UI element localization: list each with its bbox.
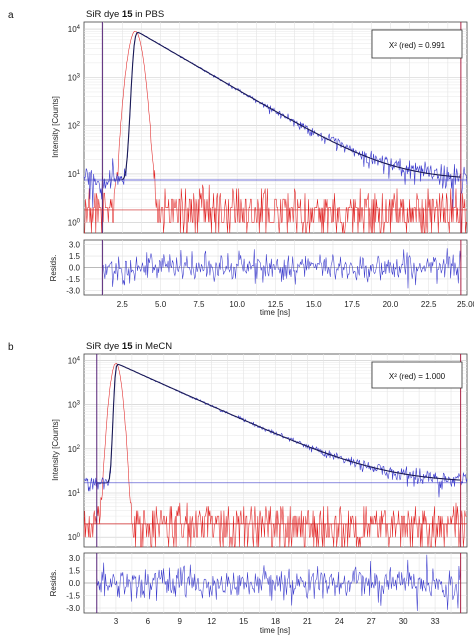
residual-y-label: Resids.	[49, 570, 58, 597]
x-tick-label: 27	[367, 617, 376, 626]
x-tick-label: 6	[146, 617, 151, 626]
x-tick-label: 24	[335, 617, 344, 626]
chi-square-label: X² (red) = 0.991	[389, 41, 446, 50]
x-tick-label: 30	[399, 617, 408, 626]
x-tick-label: 20.0	[383, 300, 399, 309]
residual-tick-label: 3.0	[69, 241, 81, 250]
residual-tick-label: -3.0	[66, 286, 80, 295]
x-tick-label: 18	[271, 617, 280, 626]
y-axis-label: Intensity [Counts]	[51, 96, 60, 158]
y-tick-label: 100	[68, 218, 81, 227]
x-tick-label: 25.00	[457, 300, 474, 309]
y-tick-label: 102	[68, 122, 81, 131]
x-tick-label: 2.5	[117, 300, 129, 309]
x-tick-label: 7.5	[193, 300, 205, 309]
residual-tick-label: 1.5	[69, 567, 81, 576]
x-tick-label: 9	[178, 617, 183, 626]
residual-tick-label: 0.0	[69, 264, 81, 273]
residual-tick-labels: 3.0 1.5 0.0 -1.5 -3.0	[66, 554, 80, 613]
x-tick-label: 12.5	[268, 300, 284, 309]
irf-line	[84, 31, 467, 234]
residual-grid	[84, 240, 467, 295]
fit-line	[102, 31, 461, 181]
panel-letter: a	[8, 10, 14, 21]
x-tick-labels: 3 6 9 12 15 18 21 24 27 30 33	[114, 617, 440, 626]
x-tick-label: 21	[303, 617, 312, 626]
chi-square-box	[371, 29, 463, 59]
y-axis-label: Intensity [Counts]	[51, 419, 60, 481]
chi-square-label: X² (red) = 1.000	[389, 372, 446, 381]
y-tick-label: 104	[68, 25, 81, 34]
x-axis-label: time [ns]	[260, 308, 290, 317]
y-tick-labels: 100 101 102 103 104	[68, 25, 81, 227]
x-tick-label: 22.5	[421, 300, 437, 309]
residual-tick-label: 1.5	[69, 252, 81, 261]
panel-b: b SiR dye 15 in MeCN 100 101 102 103 104 X² …	[8, 341, 468, 635]
x-tick-labels: 2.5 5.0 7.5 10.0 12.5 15.0 17.5 20.0 22.5 25.00	[117, 300, 474, 309]
x-tick-label: 10.0	[229, 300, 245, 309]
residual-range-cursors	[101, 240, 462, 295]
panel-letter: b	[8, 342, 14, 353]
residual-line	[102, 248, 462, 289]
y-tick-label: 104	[68, 356, 81, 365]
y-tick-label: 100	[68, 533, 81, 542]
x-tick-label: 33	[431, 617, 440, 626]
residual-y-label: Resids.	[49, 255, 58, 282]
residual-tick-label: -1.5	[66, 592, 80, 601]
residual-trace	[102, 248, 462, 289]
y-tick-label: 103	[68, 73, 81, 82]
fit-curve	[96, 363, 461, 484]
chi-square-box	[371, 361, 463, 389]
fit-curve	[102, 31, 461, 181]
y-tick-labels: 100 101 102 103 104	[68, 356, 81, 542]
x-tick-label: 3	[114, 617, 119, 626]
y-tick-label: 102	[68, 445, 81, 454]
residual-tick-label: 3.0	[69, 554, 81, 563]
residual-range-cursors	[96, 553, 462, 613]
y-tick-label: 101	[68, 170, 81, 179]
x-tick-label: 12	[207, 617, 216, 626]
x-tick-label: 15.0	[306, 300, 322, 309]
residual-tick-labels: 3.0 1.5 0.0 -1.5 -3.0	[66, 241, 80, 296]
x-axis-label: time [ns]	[260, 626, 290, 635]
chart-title: SiR dye 15 in PBS	[86, 9, 164, 20]
residual-tick-label: 0.0	[69, 579, 81, 588]
fit-line	[96, 363, 461, 484]
residual-line	[96, 554, 461, 612]
residual-tick-label: -1.5	[66, 275, 80, 284]
irf-trace	[84, 31, 467, 234]
x-tick-label: 5.0	[155, 300, 167, 309]
x-tick-label: 15	[239, 617, 248, 626]
y-tick-label: 103	[68, 401, 81, 410]
y-tick-label: 101	[68, 489, 81, 498]
residual-tick-label: -3.0	[66, 604, 80, 613]
range-cursors	[84, 354, 467, 547]
residual-trace	[96, 554, 461, 612]
chart-title: SiR dye 15 in MeCN	[86, 341, 172, 352]
x-tick-label: 17.5	[344, 300, 360, 309]
panel-a: a SiR dye 15 in PBS 100 101 102 103 104 X² (…	[8, 9, 474, 317]
